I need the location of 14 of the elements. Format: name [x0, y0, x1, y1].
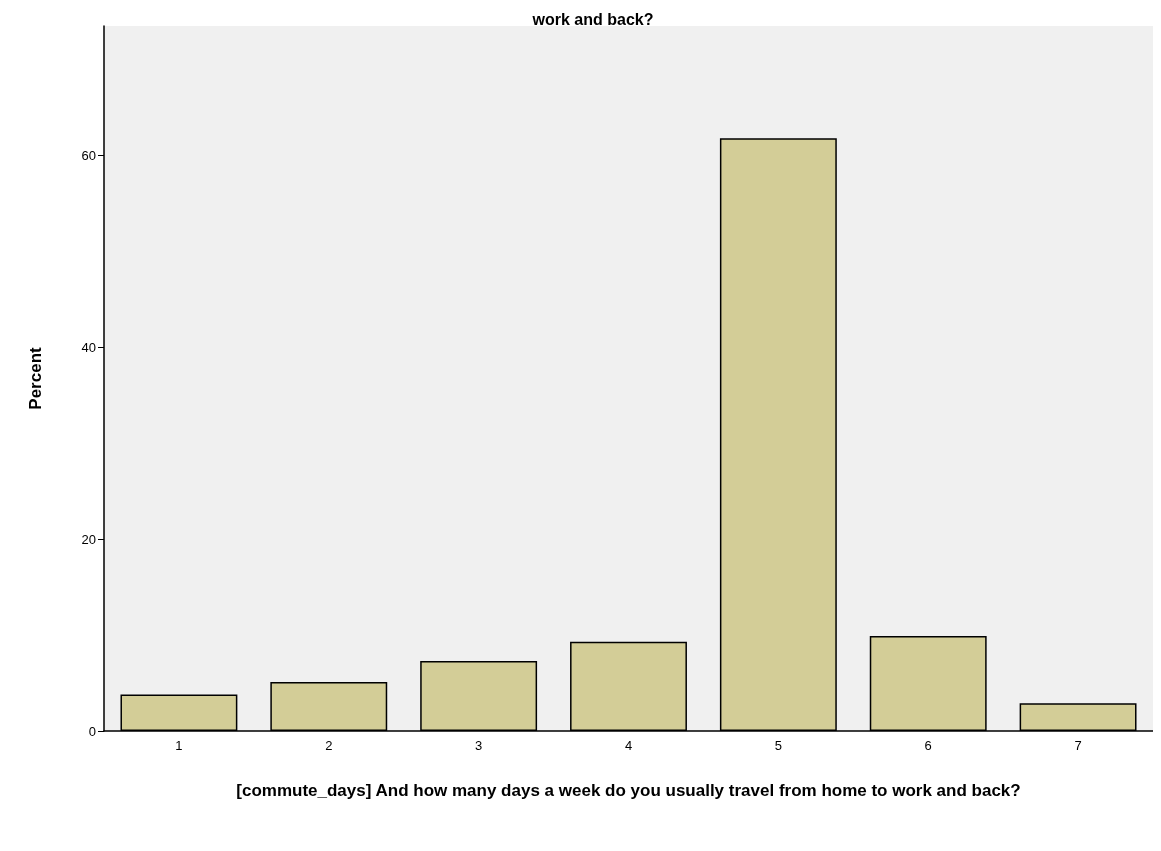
x-tick-label: 3	[475, 738, 483, 753]
x-tick-label: 1	[175, 738, 183, 753]
x-axis-title: [commute_days] And how many days a week do you usually travel from home to work and back?	[236, 781, 1021, 800]
y-tick-label: 40	[81, 339, 96, 355]
y-tick-label: 0	[88, 723, 96, 739]
chart-title: work and back?	[531, 10, 654, 28]
x-tick-label: 7	[1074, 738, 1082, 753]
x-tick-label: 4	[624, 738, 633, 753]
x-tick-label: 2	[325, 738, 333, 753]
x-tick-label: 5	[774, 738, 782, 753]
y-tick-label: 60	[81, 147, 96, 163]
y-axis-title: Percent	[26, 346, 45, 410]
x-tick-label: 6	[924, 738, 932, 753]
y-tick-label: 20	[81, 531, 96, 547]
